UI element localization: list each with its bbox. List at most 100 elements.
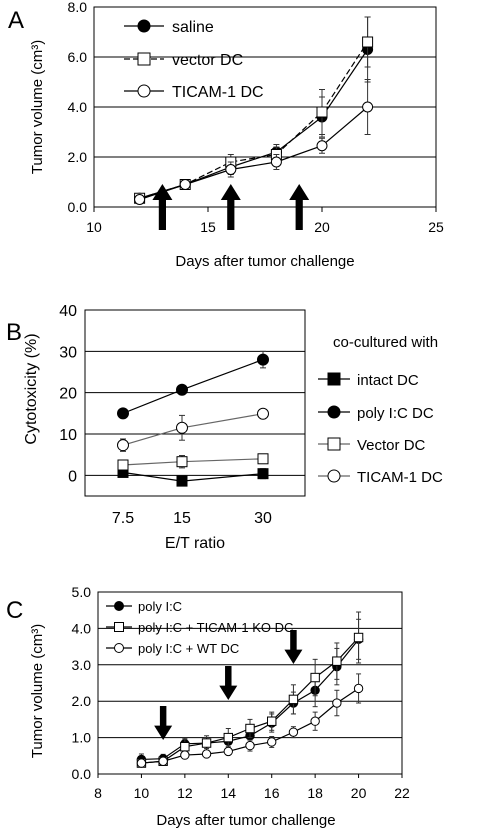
c-point	[288, 727, 299, 737]
a-legend-marker	[137, 84, 151, 98]
c-point	[245, 740, 255, 751]
a-legend-marker	[137, 52, 151, 66]
b-ytick-label: 30	[59, 344, 77, 361]
a-arrow-icon	[152, 184, 173, 230]
a-point	[270, 156, 282, 168]
a-plot-frame	[93, 6, 437, 208]
c-xtick-label: 10	[134, 785, 150, 801]
b-point	[176, 421, 188, 434]
c-legend-label: poly I:C + WT DC	[138, 641, 239, 656]
b-point	[176, 475, 188, 487]
b-legend-label: Vector DC	[357, 437, 426, 454]
c-x-axis-label: Days after tumor challenge	[156, 812, 335, 829]
c-legend-marker	[114, 622, 124, 632]
b-point	[176, 383, 188, 396]
b-legend-label: TICAM-1 DC	[357, 469, 443, 486]
c-point	[267, 737, 277, 747]
a-xtick-label: 10	[86, 219, 102, 235]
c-point	[245, 723, 255, 734]
a-legend-marker	[137, 19, 151, 33]
a-ytick-label: 8.0	[68, 0, 88, 15]
c-point	[136, 758, 147, 768]
c-y-axis-label: Tumor volume (cm³)	[29, 624, 46, 758]
a-ytick-label: 6.0	[68, 49, 88, 65]
a-ytick-label: 2.0	[68, 149, 88, 165]
b-point	[117, 407, 129, 420]
b-legend-title: co-cultured with	[333, 334, 438, 351]
c-xtick-label: 22	[394, 785, 410, 801]
a-ytick-label: 0.0	[68, 199, 88, 215]
c-point	[158, 756, 168, 766]
b-legend-marker	[327, 469, 341, 483]
b-point	[117, 439, 129, 452]
c-point	[201, 738, 212, 748]
b-point	[176, 456, 188, 468]
c-ytick-label: 3.0	[72, 657, 92, 673]
c-point	[223, 732, 233, 743]
b-legend-label: poly I:C DC	[357, 405, 434, 422]
b-legend-label: intact DC	[357, 372, 419, 389]
c-plot-frame	[97, 591, 403, 775]
c-arrow-icon	[154, 706, 173, 740]
c-ytick-label: 0.0	[72, 766, 92, 782]
a-point	[362, 36, 374, 48]
b-plot-frame	[84, 309, 306, 497]
b-point	[117, 459, 129, 471]
c-point	[310, 672, 320, 683]
a-series-line-2	[139, 106, 368, 201]
c-point	[353, 632, 364, 643]
c-ytick-label: 5.0	[72, 584, 92, 600]
a-arrow-icon	[220, 184, 241, 230]
b-point	[257, 407, 269, 420]
b-point	[257, 353, 269, 366]
c-point	[223, 746, 233, 757]
b-x-axis-label: E/T ratio	[165, 535, 225, 552]
c-xtick-label: 12	[177, 785, 193, 801]
c-legend-marker	[114, 601, 124, 611]
c-point	[201, 749, 212, 759]
c-ytick-label: 2.0	[72, 693, 92, 709]
b-xtick-label: 15	[173, 510, 191, 527]
c-point	[267, 716, 277, 726]
a-point	[362, 101, 374, 113]
a-series-line-0	[139, 49, 369, 199]
c-point	[180, 742, 190, 752]
b-xtick-label: 30	[254, 510, 272, 527]
b-series-line-0	[122, 471, 264, 482]
a-point	[316, 106, 328, 118]
c-point	[288, 694, 299, 705]
a-point	[179, 179, 191, 190]
c-point	[353, 683, 364, 694]
a-point	[316, 140, 328, 152]
c-xtick-label: 14	[220, 785, 236, 801]
b-legend-marker	[327, 437, 341, 451]
a-x-axis-label: Days after tumor challenge	[175, 253, 354, 270]
c-arrow-icon	[284, 630, 303, 664]
b-legend-marker	[327, 405, 341, 419]
panel-label-B: B	[6, 319, 22, 346]
c-xtick-label: 16	[264, 785, 280, 801]
c-ytick-label: 1.0	[72, 730, 92, 746]
c-xtick-label: 18	[307, 785, 323, 801]
c-point	[310, 716, 320, 726]
c-arrow-icon	[219, 666, 238, 700]
b-ytick-label: 10	[59, 427, 77, 444]
b-point	[257, 468, 269, 480]
c-legend-label: poly I:C + TICAM-1 KO DC	[138, 620, 293, 635]
a-legend-label: TICAM-1 DC	[172, 84, 264, 101]
b-xtick-label: 7.5	[112, 510, 134, 527]
a-legend-label: saline	[172, 19, 214, 36]
b-ytick-label: 20	[59, 386, 77, 403]
panel-label-A: A	[8, 7, 24, 34]
b-legend-marker	[327, 372, 341, 386]
b-point	[257, 453, 269, 465]
c-xtick-label: 20	[351, 785, 367, 801]
c-point	[180, 750, 190, 760]
a-xtick-label: 20	[314, 219, 330, 235]
panel-label-C: C	[6, 597, 23, 624]
a-xtick-label: 15	[200, 219, 216, 235]
b-ytick-label: 0	[68, 468, 77, 485]
a-point	[134, 194, 146, 205]
c-point	[332, 698, 342, 708]
